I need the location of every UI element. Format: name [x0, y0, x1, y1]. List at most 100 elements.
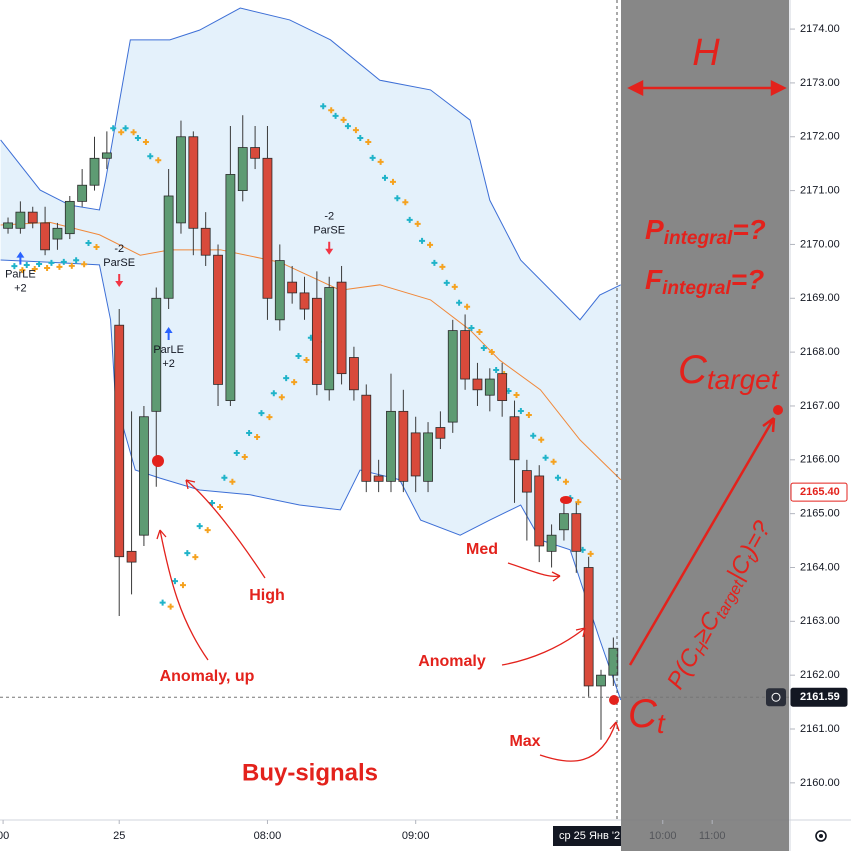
- sar-cross: [291, 379, 298, 386]
- candle-body: [188, 136, 199, 229]
- sar-stroke: [229, 478, 236, 485]
- signal-label: ParSE: [103, 257, 135, 269]
- y-tick-label: 2161.00: [800, 723, 840, 735]
- sub: integral: [664, 228, 733, 249]
- sar-cross: [369, 154, 376, 161]
- y-tick-label: 2168.00: [800, 346, 840, 358]
- sar-stroke: [184, 550, 191, 557]
- sar-stroke: [427, 241, 434, 248]
- sar-stroke: [270, 390, 277, 397]
- settings-icon[interactable]: [815, 830, 827, 842]
- sar-stroke: [414, 220, 421, 227]
- annotation-arrow: [575, 627, 586, 638]
- candle-body: [250, 147, 260, 159]
- y-tick-label: 2169.00: [800, 292, 840, 304]
- sar-cross: [525, 411, 532, 418]
- sar-stroke: [56, 263, 63, 270]
- candle-body: [484, 378, 495, 396]
- annotation-max: Max: [509, 733, 540, 750]
- sar-cross: [142, 138, 149, 145]
- candle-body: [163, 195, 174, 299]
- sar-cross: [344, 123, 351, 130]
- sub: t: [657, 708, 666, 739]
- sar-cross: [68, 262, 75, 269]
- sar-cross: [488, 348, 495, 355]
- sar-stroke: [295, 353, 302, 360]
- sar-stroke: [278, 394, 285, 401]
- sar-stroke: [241, 453, 248, 460]
- sar-stroke: [562, 478, 569, 485]
- sar-cross: [266, 414, 273, 421]
- candle-body: [77, 184, 88, 202]
- candle-body: [423, 432, 433, 482]
- candle-body: [460, 330, 471, 380]
- sar-cross: [270, 390, 277, 397]
- sar-stroke: [451, 283, 458, 290]
- sar-stroke: [480, 344, 487, 351]
- sar-stroke: [406, 216, 413, 223]
- sar-stroke: [352, 127, 359, 134]
- sar-cross: [439, 263, 446, 270]
- sar-cross: [575, 499, 582, 506]
- y-tick-label: 2167.00: [800, 400, 840, 412]
- y-tick-label: 2170.00: [800, 238, 840, 250]
- sar-cross: [233, 449, 240, 456]
- horizon-label: H: [692, 32, 720, 74]
- y-tick-label: 2162.00: [800, 669, 840, 681]
- signal-arrow: [115, 274, 124, 288]
- sar-cross: [246, 430, 253, 437]
- sar-cross: [155, 157, 162, 164]
- sar-stroke: [554, 474, 561, 481]
- sar-stroke: [48, 259, 55, 266]
- candle-body: [213, 254, 223, 385]
- sar-stroke: [258, 410, 265, 417]
- sar-cross: [320, 103, 327, 110]
- sar-cross: [451, 283, 458, 290]
- candle-body: [64, 200, 75, 235]
- sar-stroke: [122, 125, 129, 132]
- candle-body: [410, 432, 421, 477]
- horizon-overlay: [621, 0, 789, 851]
- sar-stroke: [192, 554, 199, 561]
- candle-body: [546, 534, 557, 552]
- sar-stroke: [517, 407, 524, 414]
- sar-cross: [19, 267, 26, 274]
- price-label: 2161.59: [800, 691, 840, 703]
- candle-body: [287, 281, 298, 294]
- candle-body: [237, 147, 248, 191]
- sar-stroke: [171, 578, 178, 585]
- marker-high: [152, 455, 164, 467]
- sar-stroke: [23, 262, 30, 269]
- candle-body: [349, 357, 359, 391]
- sar-stroke: [142, 138, 149, 145]
- sar-cross: [122, 125, 129, 132]
- sar-stroke: [118, 129, 125, 136]
- annotation-arrow: [609, 721, 620, 732]
- sar-cross: [332, 112, 339, 119]
- candle-body: [101, 152, 112, 159]
- candle-body: [447, 330, 458, 423]
- sar-cross: [468, 325, 475, 332]
- sar-cross: [389, 178, 396, 185]
- sar-cross: [184, 550, 191, 557]
- sar-stroke: [85, 239, 92, 246]
- annotation-c_target: Ctarget: [678, 348, 780, 396]
- y-tick-label: 2174.00: [800, 23, 840, 35]
- annotation-anomaly: Anomaly: [418, 653, 486, 670]
- sar-stroke: [332, 112, 339, 119]
- sar-cross: [130, 129, 137, 136]
- candle-body: [176, 136, 186, 224]
- sar-stroke: [443, 279, 450, 286]
- sar-stroke: [196, 523, 203, 530]
- sar-cross: [402, 199, 409, 206]
- band-fill: [0, 8, 621, 700]
- sar-stroke: [246, 430, 253, 437]
- sar-cross: [480, 344, 487, 351]
- sar-stroke: [344, 123, 351, 130]
- candle-body: [40, 222, 50, 251]
- sar-cross: [118, 129, 125, 136]
- candle-body: [299, 292, 310, 310]
- sar-stroke: [31, 266, 38, 273]
- sar-stroke: [303, 357, 310, 364]
- sar-cross: [217, 504, 224, 511]
